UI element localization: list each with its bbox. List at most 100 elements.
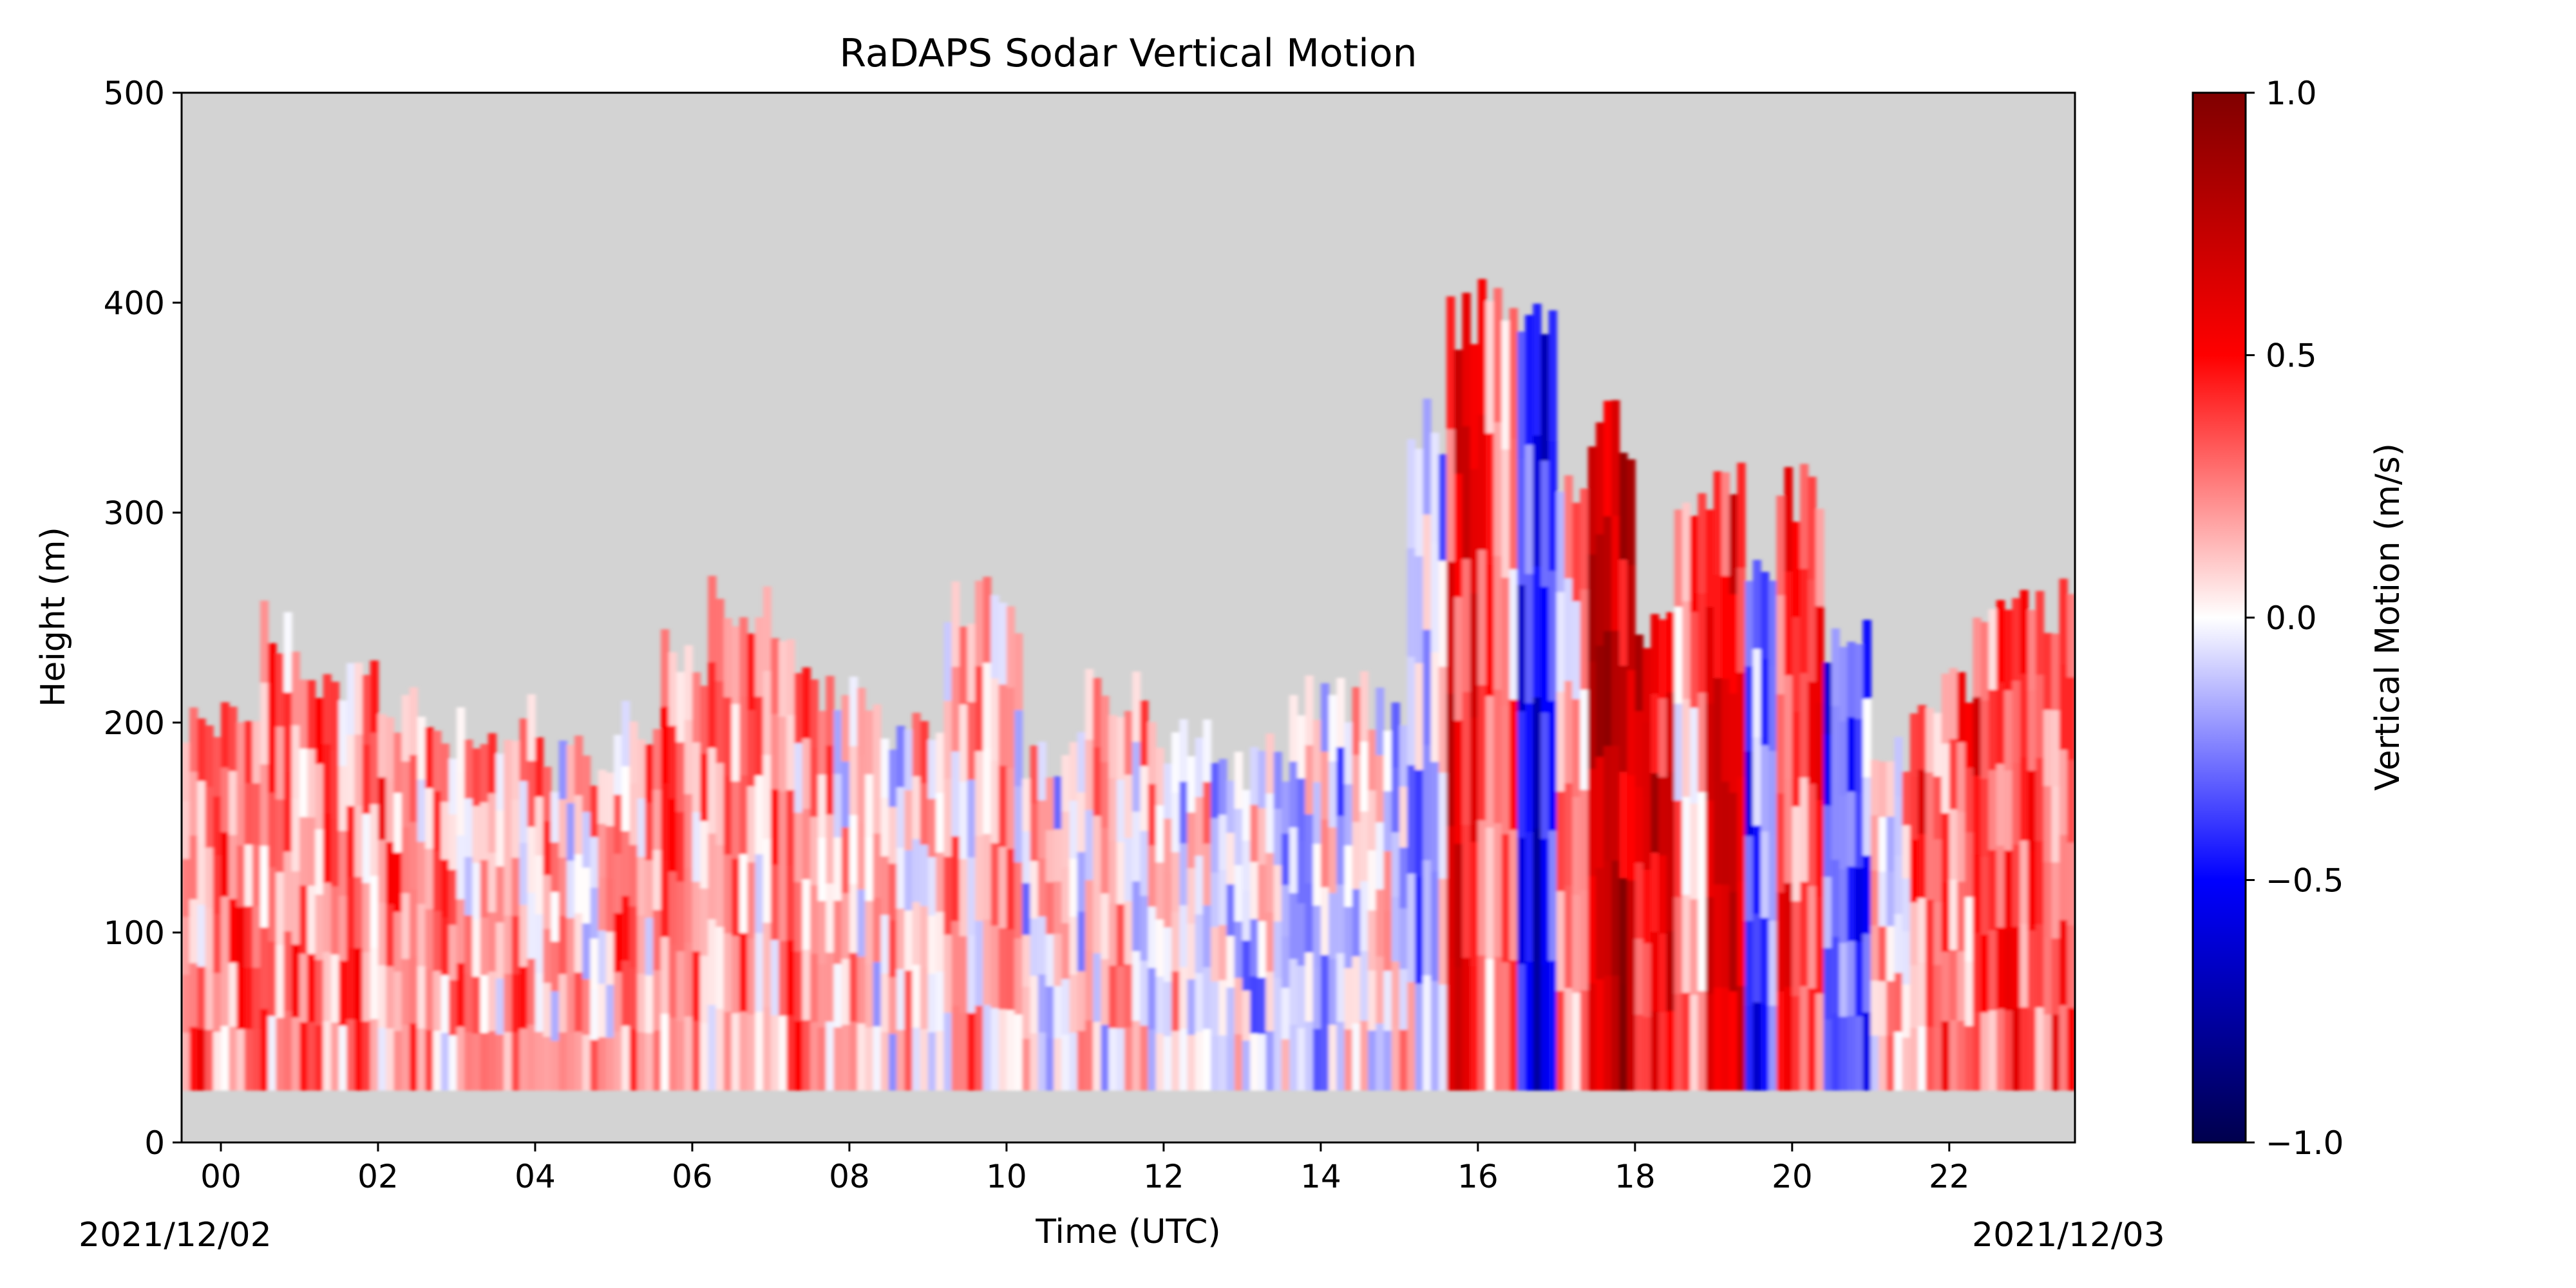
- heat-cell: [511, 915, 520, 974]
- heat-cell: [936, 971, 945, 1031]
- heat-cell: [1909, 776, 1918, 840]
- heat-cell: [1187, 978, 1196, 1036]
- heat-cell: [1477, 414, 1487, 550]
- heat-cell: [1093, 746, 1102, 816]
- heat-cell: [1690, 898, 1699, 995]
- heat-cell: [511, 1032, 520, 1091]
- heat-cell: [558, 1032, 567, 1091]
- heat-cell: [1988, 609, 1997, 690]
- heat-cell: [1745, 920, 1754, 1006]
- heat-cell: [794, 881, 803, 952]
- heat-cell: [1438, 666, 1448, 773]
- heat-cell: [1870, 925, 1879, 981]
- heat-cell: [645, 859, 654, 918]
- heat-cell: [1084, 1019, 1094, 1091]
- heat-cell: [519, 718, 528, 781]
- heat-cell: [762, 754, 772, 839]
- heat-cell: [1359, 741, 1369, 812]
- heat-cell: [1265, 852, 1274, 913]
- heat-cell: [229, 1026, 238, 1091]
- heat-cell: [370, 803, 379, 876]
- heat-cell: [959, 858, 968, 936]
- heat-cell: [912, 775, 921, 839]
- heat-cell: [888, 920, 898, 978]
- heat-cell: [794, 673, 803, 743]
- heat-cell: [236, 783, 245, 846]
- heat-cell: [621, 765, 630, 831]
- heat-cell: [1949, 1019, 1958, 1091]
- heat-cell: [323, 882, 332, 952]
- heat-cell: [496, 978, 505, 1035]
- heat-cell: [1745, 750, 1754, 837]
- heat-cell: [1517, 710, 1526, 838]
- heat-cell: [849, 1021, 858, 1091]
- heat-cell: [1909, 713, 1918, 777]
- heat-cell: [1383, 790, 1392, 851]
- heat-cell: [1093, 677, 1102, 748]
- heat-cell: [1855, 941, 1864, 1017]
- heat-cell: [605, 825, 614, 879]
- heat-cell: [1359, 1020, 1369, 1091]
- heat-cell: [1462, 691, 1471, 825]
- heat-cell: [1399, 968, 1408, 1030]
- heat-cell: [1030, 860, 1039, 919]
- heat-cell: [1996, 1008, 2005, 1091]
- heat-cell: [959, 935, 968, 1014]
- heat-cell: [1140, 895, 1149, 961]
- heat-cell: [229, 962, 238, 1027]
- heat-cell: [339, 700, 348, 766]
- heat-cell: [417, 965, 426, 1028]
- heat-cell: [1368, 849, 1377, 911]
- heat-cell: [362, 882, 371, 952]
- heat-cell: [1761, 917, 1770, 1005]
- heat-cell: [779, 790, 788, 867]
- heat-cell: [464, 856, 473, 916]
- heat-cell: [1242, 840, 1251, 891]
- heat-cell: [1069, 742, 1078, 801]
- heat-cell: [401, 695, 410, 762]
- heat-cell: [519, 966, 528, 1029]
- heat-cell: [1155, 748, 1164, 806]
- heat-cell: [598, 876, 607, 931]
- heat-cell: [1587, 983, 1596, 1091]
- heat-cell: [2020, 756, 2029, 841]
- heat-cell: [378, 902, 387, 965]
- heat-cell: [1014, 709, 1023, 786]
- heat-cell: [739, 932, 748, 1012]
- heat-cell: [291, 724, 300, 799]
- heat-cell: [1682, 992, 1691, 1091]
- heat-cell: [535, 737, 544, 797]
- heat-cell: [1855, 867, 1864, 942]
- heat-cell: [1651, 693, 1660, 773]
- heat-cell: [1902, 824, 1911, 878]
- heat-cell: [802, 949, 811, 1021]
- heat-cell: [527, 1024, 536, 1091]
- heat-cell: [967, 1012, 976, 1091]
- heat-cell: [794, 811, 803, 882]
- heat-cell: [519, 904, 528, 967]
- heat-cell: [1391, 831, 1400, 897]
- heat-cell: [401, 892, 410, 960]
- heat-cell: [1273, 977, 1282, 1034]
- heat-cell: [708, 918, 717, 1005]
- heat-cell: [457, 835, 466, 900]
- heat-cell: [1376, 822, 1385, 890]
- heat-cell: [1462, 558, 1471, 692]
- heat-cell: [1470, 717, 1479, 842]
- heat-cell: [2051, 633, 2060, 710]
- heat-cell: [676, 741, 685, 812]
- heat-cell: [1258, 1033, 1267, 1091]
- heat-cell: [1454, 350, 1463, 474]
- heat-cell: [590, 989, 599, 1040]
- heat-cell: [927, 798, 937, 857]
- heat-cell: [1124, 774, 1133, 838]
- heat-cell: [1438, 772, 1448, 879]
- heat-cell: [1045, 933, 1055, 987]
- heat-cell: [692, 742, 701, 813]
- heat-cell: [1281, 781, 1291, 834]
- colorbar-tick-label: 0.0: [2266, 600, 2317, 637]
- heat-cell: [1729, 792, 1738, 893]
- heat-cell: [409, 754, 418, 822]
- heat-cell: [880, 914, 889, 974]
- heat-cell: [2004, 770, 2013, 851]
